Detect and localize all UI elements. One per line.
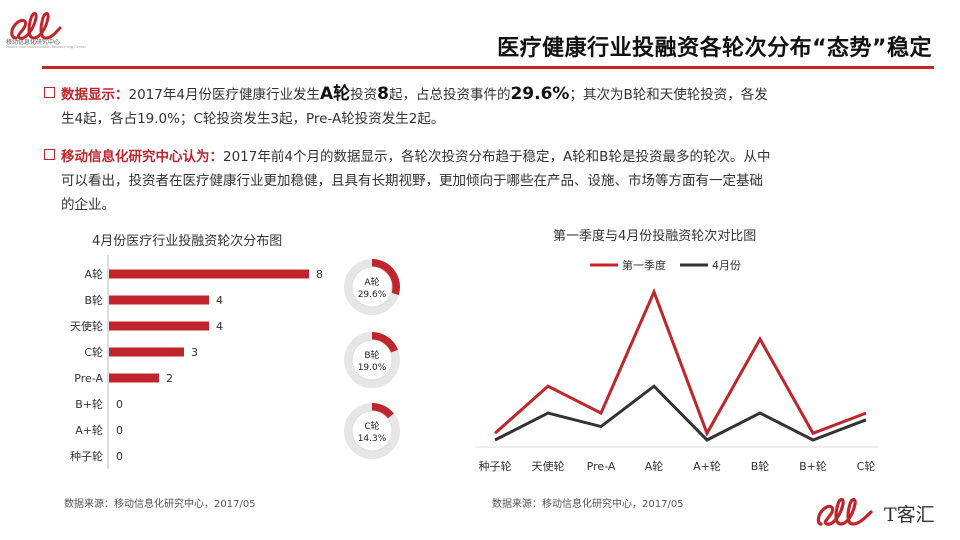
line-series xyxy=(494,288,867,437)
text-segment: 起，占总投资事件的 xyxy=(388,87,511,103)
bar-category-label: 天使轮 xyxy=(70,319,103,333)
text-segment: 投资 xyxy=(350,87,378,103)
brand-bottom-name: T客汇 xyxy=(884,504,935,526)
line-x-tick-label: 种子轮 xyxy=(479,459,512,473)
bar xyxy=(109,295,209,305)
line-x-tick-label: B+轮 xyxy=(799,459,827,473)
bar-category-label: A轮 xyxy=(84,267,103,281)
legend-label: 4月份 xyxy=(712,259,741,272)
bar xyxy=(109,321,209,331)
analysis-label: 移动信息化研究中心认为： xyxy=(61,149,223,165)
org-english-name: Mobile Informationization Researching Ce… xyxy=(6,45,86,49)
line-x-tick-label: A+轮 xyxy=(693,459,721,473)
highlight-count: 8 xyxy=(377,84,389,104)
line-series xyxy=(494,384,867,442)
bar xyxy=(109,269,309,279)
bar-category-label: B轮 xyxy=(84,293,103,307)
text-line: 的企业。 xyxy=(61,197,115,213)
bar-category-label: A+轮 xyxy=(75,423,103,437)
line-x-tick-label: A轮 xyxy=(645,459,664,473)
donut-arc xyxy=(371,332,399,353)
line-chart-title: 第一季度与4月份投融资轮次对比图 xyxy=(553,229,757,244)
bar-category-label: Pre-A xyxy=(74,372,103,385)
line-chart-source: 数据来源：移动信息化研究中心，2017/05 xyxy=(492,499,684,510)
bar-chart-source: 数据来源：移动信息化研究中心，2017/05 xyxy=(64,499,256,510)
analysis-paragraph: 移动信息化研究中心认为：2017年前4个月的数据显示，各轮次投资分布趋于稳定，A… xyxy=(44,145,912,217)
bar-value-label: 0 xyxy=(116,398,123,411)
brand-logo-bottom xyxy=(816,497,873,526)
data-label: 数据显示： xyxy=(61,87,129,103)
line-x-tick-label: 天使轮 xyxy=(532,459,565,473)
bar-value-label: 3 xyxy=(191,346,198,359)
bar-category-label: C轮 xyxy=(84,345,103,359)
org-name: 移动信息化研究中心 xyxy=(6,39,61,46)
line-x-tick-label: B轮 xyxy=(751,459,770,473)
highlight-percent: 29.6% xyxy=(510,84,570,104)
page-title: 医疗健康行业投融资各轮次分布“态势”稳定 xyxy=(497,36,932,61)
text-segment: 2017年前4个月的数据显示，各轮次投资分布趋于稳定，A轮和B轮是投资最多的轮次… xyxy=(223,149,771,165)
brand-logo xyxy=(10,12,62,40)
bullet-square-icon xyxy=(44,87,55,98)
bar-chart: A轮 8 B轮 4 天使轮 4 C轮 3 Pre-A 2 B+轮 0 A+轮 0 种子轮 0 xyxy=(70,255,323,469)
donut-arc xyxy=(371,259,400,295)
bar-value-label: 0 xyxy=(116,450,123,463)
bar-value-label: 2 xyxy=(166,372,173,385)
bullet-square-icon xyxy=(44,149,55,160)
donut-center xyxy=(351,266,393,308)
line-x-tick-label: Pre-A xyxy=(587,460,616,473)
donut-percent: 14.3% xyxy=(358,434,387,444)
donut-label: C轮 xyxy=(364,420,379,432)
text-line: 生4起，各占19.0%；C轮投资发生3起，Pre-A轮投资发生2起。 xyxy=(61,111,445,127)
bar-value-label: 8 xyxy=(316,268,323,281)
text-segment: 2017年4月份医疗健康行业发生 xyxy=(128,87,320,103)
highlight-round: A轮 xyxy=(319,84,351,104)
bar-value-label: 0 xyxy=(116,424,123,437)
bar-category-label: 种子轮 xyxy=(70,449,103,463)
donut-label: A轮 xyxy=(364,276,379,288)
text-line: 可以看出，投资者在医疗健康行业更加稳健，且具有长期视野，更加倾向于哪些在产品、设… xyxy=(61,173,763,189)
donut-arc xyxy=(371,403,394,419)
donut-charts: A轮 29.6% B轮 19.0% C轮 14.3% xyxy=(344,259,400,459)
bar-category-label: B+轮 xyxy=(75,397,103,411)
bar-value-label: 4 xyxy=(216,320,223,333)
donut-label: B轮 xyxy=(364,349,379,361)
text-segment: ；其次为B轮和天使轮投资，各发 xyxy=(569,87,768,103)
bar xyxy=(109,347,184,357)
donut-center xyxy=(351,410,393,452)
line-x-tick-label: C轮 xyxy=(857,459,876,473)
donut-percent: 29.6% xyxy=(358,290,387,300)
title-divider xyxy=(42,66,934,69)
bar-value-label: 4 xyxy=(216,294,223,307)
bar-chart-title: 4月份医疗行业投融资轮次分布图 xyxy=(92,234,283,249)
donut-center xyxy=(351,339,393,381)
data-summary-paragraph: 数据显示：2017年4月份医疗健康行业发生A轮投资8起，占总投资事件的29.6%… xyxy=(44,82,912,131)
bar xyxy=(109,373,159,383)
legend-label: 第一季度 xyxy=(622,258,666,272)
donut-percent: 19.0% xyxy=(358,363,387,373)
